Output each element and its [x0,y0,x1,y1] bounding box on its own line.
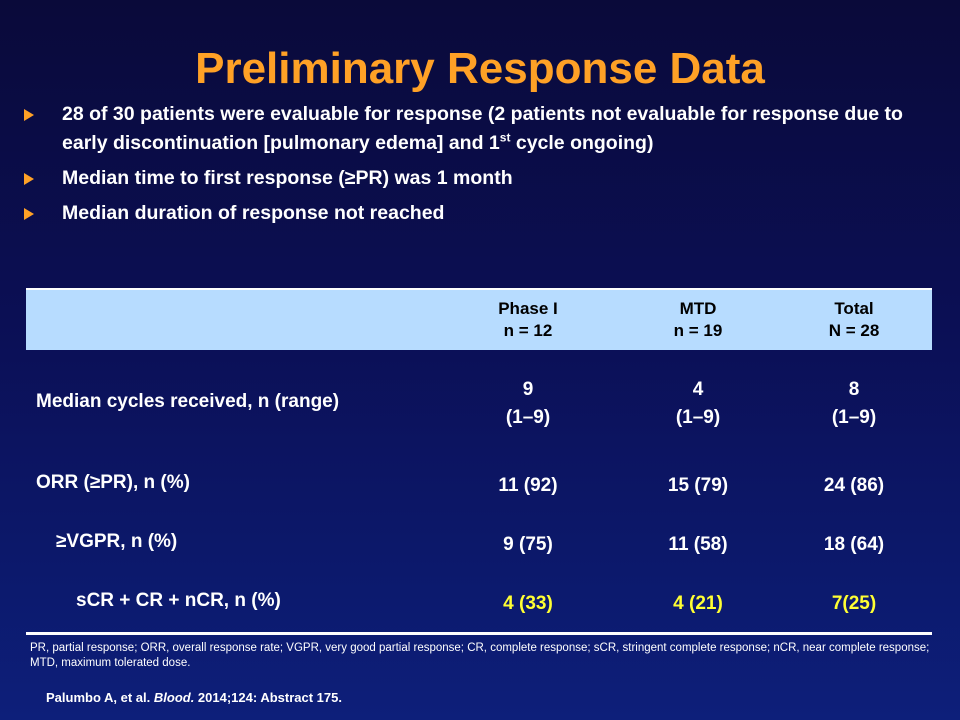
cell-value: 4 [692,379,704,400]
abbreviations-footnote: PR, partial response; ORR, overall respo… [30,642,930,669]
header-label: Total [834,299,874,318]
page-title: Preliminary Response Data [195,44,765,93]
triangle-bullet-icon [24,109,34,121]
cell-range: (1–9) [675,407,721,428]
bullet-text: Median time to first response (≥PR) was … [62,167,513,189]
bullet-text-tail: cycle ongoing) [510,132,654,154]
table-cell: 4 (1–9) [608,376,788,432]
table-cell: 9 (75) [503,534,553,555]
row-label: sCR + CR + nCR, n (%) [76,590,281,611]
header-count: N = 28 [828,321,880,340]
cell-value: 9 [522,379,534,400]
table-cell: 11 (58) [668,534,728,555]
header-count: n = 12 [503,321,553,340]
triangle-bullet-icon [24,208,34,220]
row-label: ≥VGPR, n (%) [56,531,178,552]
header-label: MTD [679,299,717,318]
citation-authors: Palumbo A, et al. [46,690,154,705]
table-header: Phase I n = 12 MTD n = 19 Total N = 28 [26,288,932,350]
citation-journal: Blood. [153,690,195,705]
bullet-list: 28 of 30 patients were evaluable for res… [24,100,924,234]
header-count: n = 19 [673,321,723,340]
cell-value: 8 [848,379,860,400]
cell-range: (1–9) [831,407,877,428]
table-cell: 8 (1–9) [764,376,944,432]
header-total: Total N = 28 [764,298,944,342]
header-phase-1: Phase I n = 12 [438,298,618,342]
table-cell: 4 (33) [503,593,553,614]
citation: Palumbo A, et al. Blood. 2014;124: Abstr… [46,690,342,705]
bullet-item: 28 of 30 patients were evaluable for res… [24,100,924,158]
header-mtd: MTD n = 19 [608,298,788,342]
table-cell: 24 (86) [823,475,885,496]
bullet-item: Median duration of response not reached [24,199,924,228]
table-cell: 15 (79) [667,475,729,496]
triangle-bullet-icon [24,173,34,185]
row-label: ORR (≥PR), n (%) [36,472,190,493]
table-cell: 7(25) [831,593,877,614]
bullet-text: 28 of 30 patients were evaluable for res… [62,103,903,154]
table-cell: 11 (92) [498,475,558,496]
row-label: Median cycles received, n (range) [36,391,340,412]
table-cell: 18 (64) [823,534,885,555]
bullet-text: Median duration of response not reached [62,202,445,224]
citation-details: 2014;124: Abstract 175. [194,690,342,705]
cell-range: (1–9) [505,407,551,428]
table-cell: 4 (21) [673,593,723,614]
table-bottom-rule [26,632,932,635]
bullet-superscript: st [499,130,511,145]
table-cell: 9 (1–9) [438,376,618,432]
header-label: Phase I [498,299,558,318]
bullet-item: Median time to first response (≥PR) was … [24,164,924,193]
response-table: Phase I n = 12 MTD n = 19 Total N = 28 M… [26,288,932,614]
